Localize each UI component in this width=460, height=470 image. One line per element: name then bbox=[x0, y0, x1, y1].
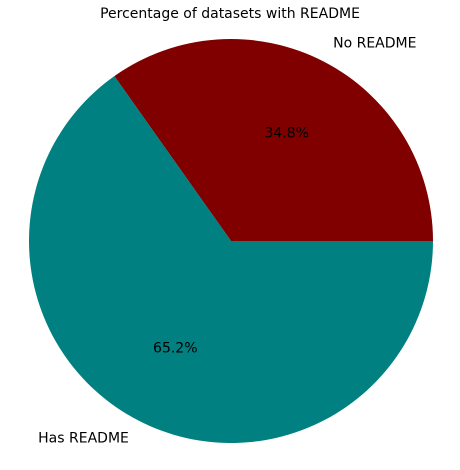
slice-percent-has-readme: 65.2% bbox=[153, 341, 197, 357]
slice-label-has-readme: Has README bbox=[38, 430, 129, 446]
chart-title: Percentage of datasets with README bbox=[100, 6, 360, 22]
pie-slice-has-readme bbox=[28, 76, 434, 444]
pie-slices bbox=[28, 39, 434, 444]
slice-label-no-readme: No README bbox=[333, 36, 416, 52]
pie-slice-no-readme bbox=[114, 39, 433, 241]
slice-percent-no-readme: 34.8% bbox=[264, 125, 308, 141]
pie-labels: No README 34.8% Has README 65.2% bbox=[38, 36, 416, 447]
